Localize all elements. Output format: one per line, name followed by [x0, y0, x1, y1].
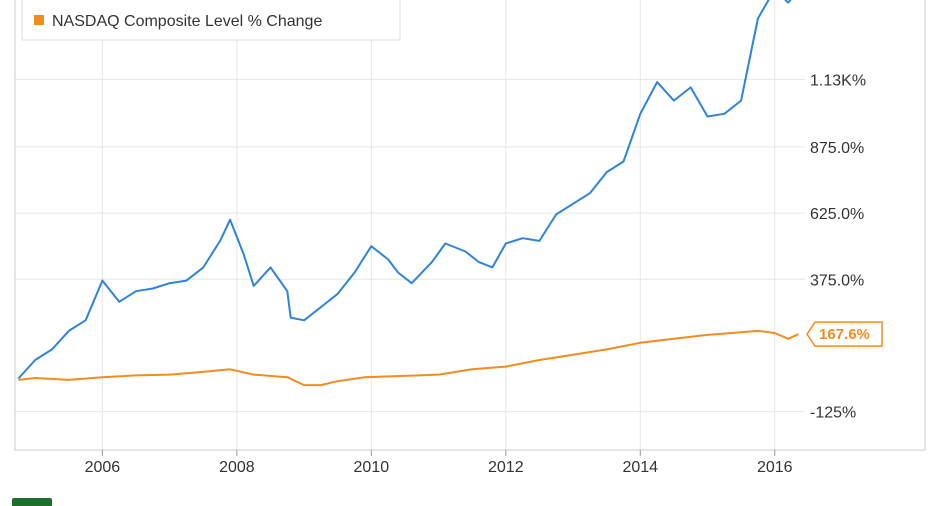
series-line-nasdaq [18, 329, 799, 387]
series-lines [17, 0, 799, 387]
y-tick-label: 375.0% [810, 272, 864, 289]
y-tick-label: 625.0% [810, 206, 864, 223]
y-tick-label: 875.0% [810, 140, 864, 157]
plot-frame [14, 0, 926, 451]
logo [12, 498, 52, 506]
x-tick-label: 2014 [622, 459, 658, 476]
x-tick-label: 2016 [757, 459, 793, 476]
series-line-primary [17, 0, 792, 380]
x-tick-label: 2010 [354, 459, 390, 476]
end-value-label: 167.6% [819, 326, 870, 343]
logo-mark [12, 498, 52, 506]
x-tick-label: 2008 [219, 459, 255, 476]
end-value-flag-box [806, 321, 883, 347]
x-tick-label: 2006 [85, 459, 121, 476]
legend: NASDAQ Composite Level % Change [21, 0, 401, 41]
y-tick-label: 1.13K% [810, 72, 866, 89]
y-tick-label: -125% [810, 405, 856, 422]
x-tick-label: 2012 [488, 459, 524, 476]
legend-label-nasdaq: NASDAQ Composite Level % Change [52, 13, 322, 30]
y-axis-ticks: -125% 375.0% 625.0% 875.0% 1.13K% [810, 72, 866, 421]
gridlines [15, 0, 805, 450]
legend-swatch-nasdaq [34, 15, 44, 25]
end-value-flag: 167.6% [806, 321, 883, 347]
legend-box [21, 0, 401, 41]
x-axis-ticks: 2006 2008 2010 2012 2014 2016 [85, 450, 793, 476]
